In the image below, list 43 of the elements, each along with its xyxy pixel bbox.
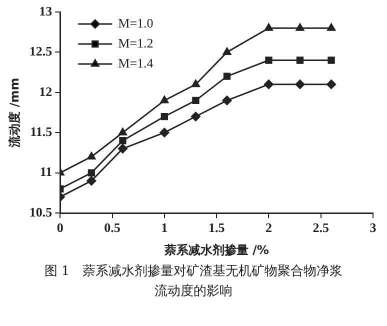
x-tick-label: 2.5	[312, 220, 330, 236]
y-axis-title: 流动度 /mm	[7, 78, 22, 148]
x-tick-label: 0.5	[104, 220, 121, 236]
point	[327, 23, 336, 31]
legend-label: M=1.2	[118, 35, 154, 50]
x-axis-title: 萘系减水剂掺量 /%	[163, 242, 269, 257]
x-tick-label: 0	[56, 220, 64, 236]
point	[160, 112, 168, 120]
x-tick-label: 1.5	[208, 220, 226, 236]
point	[264, 23, 273, 31]
point	[223, 72, 231, 80]
point	[190, 112, 200, 122]
text: 图 1 萘系减水剂掺量对矿渣基无机矿物聚合物净浆流动度的影响	[44, 263, 344, 301]
point	[296, 56, 304, 64]
point	[160, 128, 170, 138]
point	[222, 96, 232, 106]
point	[295, 80, 305, 90]
point	[264, 80, 274, 90]
point	[296, 23, 304, 31]
y-tick-label: 12	[39, 84, 52, 99]
legend-label: M=1.4	[118, 55, 154, 70]
y-tick-label: 11.5	[30, 124, 53, 139]
y-tick-label: 13	[39, 3, 53, 18]
point	[87, 152, 96, 160]
point	[328, 56, 335, 64]
y-tick-label: 11	[40, 164, 52, 180]
x-tick-label: 1	[161, 220, 168, 236]
point	[160, 96, 169, 104]
x-tick-label: 2	[265, 220, 272, 236]
point	[265, 56, 272, 64]
y-tick-label: 12.5	[29, 44, 53, 59]
point	[118, 144, 128, 154]
point	[119, 137, 126, 144]
y-tick-label: 10.5	[29, 204, 53, 220]
point	[86, 176, 96, 186]
point	[222, 47, 232, 55]
legend-label: M=1.0	[118, 15, 154, 30]
point	[326, 80, 336, 90]
point	[192, 80, 200, 88]
point	[192, 96, 200, 104]
x-tick-label: 3	[370, 220, 377, 236]
point	[88, 169, 96, 176]
point	[118, 128, 127, 136]
